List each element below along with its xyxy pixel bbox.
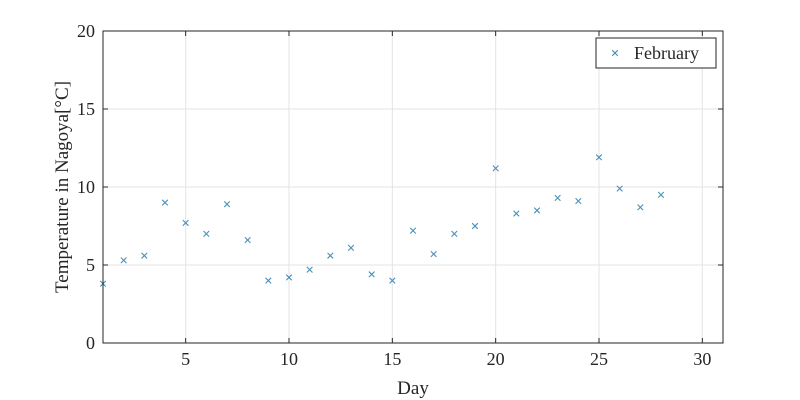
y-tick-label: 0 [86,333,95,353]
data-markers [99,154,665,287]
data-point [409,227,417,234]
data-point [616,185,623,192]
x-tick-label: 15 [383,349,401,369]
x-tick-label: 5 [181,349,190,369]
x-axis-title: Day [397,378,429,399]
data-point [492,165,499,172]
legend-box [595,37,717,69]
data-point [368,271,375,278]
data-point [203,230,210,237]
data-point [554,194,561,202]
data-point [223,200,231,208]
data-point [244,236,251,244]
data-point [451,230,458,237]
data-point [575,197,582,205]
data-point [120,257,127,264]
data-point [430,250,437,258]
legend-marker-x [611,49,619,57]
data-point [637,204,644,211]
data-point [657,191,665,198]
data-point [347,244,355,252]
data-point [389,277,396,284]
y-tick-label: 5 [86,255,95,275]
data-point [471,222,479,230]
y-tick-label: 15 [77,99,95,119]
data-point [513,210,520,217]
x-tick-label: 10 [280,349,298,369]
y-tick-label: 10 [77,177,95,197]
y-axis-ticks: 0 5 10 15 20 [77,21,723,353]
y-tick-label: 20 [77,21,95,41]
data-point [327,252,334,259]
y-axis-title: Temperature in Nagoya[°C] [52,81,73,293]
data-point [265,277,272,284]
x-tick-label: 25 [590,349,608,369]
legend-entry-february: February [634,43,699,63]
data-point [533,207,541,214]
data-point [306,266,313,273]
x-axis-ticks: 5 10 15 20 25 30 [181,31,711,369]
data-point [161,199,169,206]
data-point [285,274,293,281]
data-point [595,154,603,161]
data-point [182,219,189,227]
plot-area [99,30,724,344]
x-tick-label: 30 [693,349,711,369]
legend: February [595,37,717,69]
data-point [141,252,148,259]
legend-marker-x-icon [611,49,619,57]
x-tick-label: 20 [487,349,505,369]
